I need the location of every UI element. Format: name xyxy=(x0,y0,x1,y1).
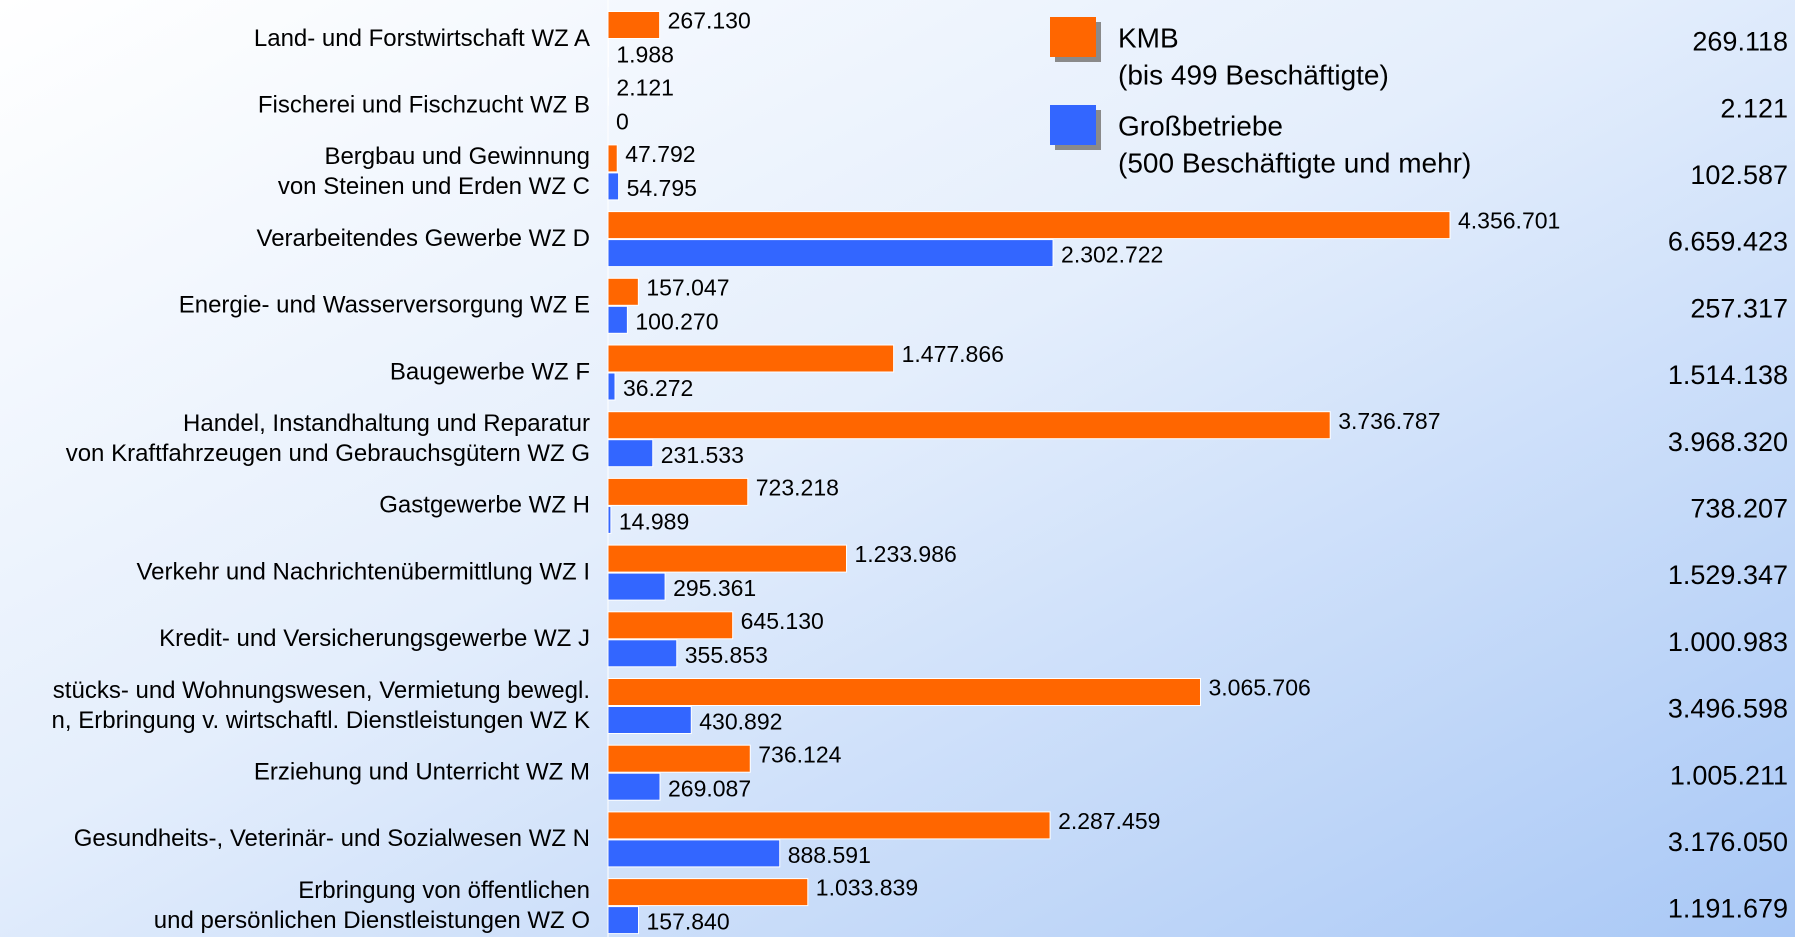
legend-swatch xyxy=(1050,105,1096,145)
total-label: 6.659.423 xyxy=(1668,227,1788,257)
value-label: 295.361 xyxy=(673,575,756,601)
category-label: Bergbau und Gewinnung xyxy=(324,143,590,170)
value-label: 36.272 xyxy=(623,375,693,401)
value-label: 645.130 xyxy=(741,608,824,634)
category-label: Erziehung und Unterricht WZ M xyxy=(254,759,590,786)
value-label: 267.130 xyxy=(668,8,751,34)
category-label: von Steinen und Erden WZ C xyxy=(278,173,590,200)
bar xyxy=(607,811,1051,840)
legend-description: (500 Beschäftigte und mehr) xyxy=(1118,147,1471,178)
category-label: und persönlichen Dienstleistungen WZ O xyxy=(154,907,590,934)
total-label: 3.496.598 xyxy=(1668,694,1788,724)
value-label: 1.033.839 xyxy=(816,875,918,901)
value-label: 1.233.986 xyxy=(854,541,956,567)
value-label: 157.840 xyxy=(647,909,730,935)
bar xyxy=(607,906,640,935)
category-label: Energie- und Wasserversorgung WZ E xyxy=(179,292,590,319)
value-label: 723.218 xyxy=(756,474,839,500)
total-label: 3.176.050 xyxy=(1668,827,1788,857)
total-label: 102.587 xyxy=(1690,160,1788,190)
bar xyxy=(607,706,692,734)
value-label: 888.591 xyxy=(788,842,871,868)
category-label: Kredit- und Versicherungsgewerbe WZ J xyxy=(159,625,590,652)
total-label: 1.000.983 xyxy=(1668,627,1788,657)
bar xyxy=(607,639,678,668)
bar xyxy=(607,239,1054,268)
bar xyxy=(607,11,661,39)
value-label: 2.287.459 xyxy=(1058,808,1160,834)
bar xyxy=(607,839,781,868)
bar xyxy=(607,211,1451,240)
bar xyxy=(607,372,616,401)
total-label: 1.529.347 xyxy=(1668,560,1788,590)
bar xyxy=(607,744,751,773)
category-label: Handel, Instandhaltung und Reparatur xyxy=(183,410,590,437)
category-label: Gesundheits-, Veterinär- und Sozialwesen… xyxy=(74,825,590,852)
bar xyxy=(607,678,1201,706)
bar xyxy=(607,172,620,201)
value-label: 3.736.787 xyxy=(1338,408,1440,434)
bar xyxy=(607,144,618,173)
bar xyxy=(607,439,654,468)
total-label: 2.121 xyxy=(1720,93,1788,123)
value-label: 100.270 xyxy=(635,308,718,334)
total-label: 1.514.138 xyxy=(1668,360,1788,390)
category-label: stücks- und Wohnungswesen, Vermietung be… xyxy=(53,677,590,704)
bar xyxy=(607,277,639,306)
value-label: 231.533 xyxy=(661,442,744,468)
category-label: von Kraftfahrzeugen und Gebrauchsgütern … xyxy=(66,440,590,467)
total-label: 269.118 xyxy=(1692,27,1788,57)
legend-description: (bis 499 Beschäftigte) xyxy=(1118,59,1389,90)
category-label: Gastgewerbe WZ H xyxy=(379,492,590,519)
value-label: 47.792 xyxy=(625,141,695,167)
value-label: 2.302.722 xyxy=(1061,242,1163,268)
bar xyxy=(607,344,895,373)
value-label: 430.892 xyxy=(699,709,782,735)
bar xyxy=(607,305,628,334)
value-label: 2.121 xyxy=(616,74,674,100)
bar xyxy=(607,411,1331,440)
total-label: 257.317 xyxy=(1690,293,1788,323)
value-label: 157.047 xyxy=(646,274,729,300)
value-label: 0 xyxy=(616,108,629,134)
legend-swatch xyxy=(1050,17,1096,57)
category-label: Verarbeitendes Gewerbe WZ D xyxy=(257,225,590,252)
category-label: Fischerei und Fischzucht WZ B xyxy=(258,92,590,119)
bar xyxy=(607,544,847,573)
value-label: 1.988 xyxy=(616,42,674,68)
value-label: 269.087 xyxy=(668,775,751,801)
total-label: 738.207 xyxy=(1690,494,1788,524)
value-label: 4.356.701 xyxy=(1458,208,1560,234)
value-label: 3.065.706 xyxy=(1208,675,1310,701)
bar xyxy=(607,477,749,506)
value-label: 14.989 xyxy=(619,508,689,534)
bar xyxy=(607,878,809,907)
value-label: 1.477.866 xyxy=(902,341,1004,367)
category-label: Verkehr und Nachrichtenübermittlung WZ I xyxy=(136,558,590,585)
value-label: 54.795 xyxy=(627,175,697,201)
category-label: Land- und Forstwirtschaft WZ A xyxy=(254,25,590,52)
category-label: n, Erbringung v. wirtschaftl. Dienstleis… xyxy=(52,707,590,734)
total-label: 1.005.211 xyxy=(1670,760,1788,790)
legend-label: Großbetriebe xyxy=(1118,110,1283,141)
category-label: Baugewerbe WZ F xyxy=(390,358,590,385)
bar xyxy=(607,772,661,801)
bar xyxy=(607,505,612,534)
value-label: 736.124 xyxy=(758,741,841,767)
legend-label: KMB xyxy=(1118,22,1179,53)
category-label: Erbringung von öffentlichen xyxy=(298,877,590,904)
bar xyxy=(607,611,734,640)
bar xyxy=(607,572,666,601)
total-label: 1.191.679 xyxy=(1668,894,1788,924)
total-label: 3.968.320 xyxy=(1668,427,1788,457)
value-label: 355.853 xyxy=(685,642,768,668)
